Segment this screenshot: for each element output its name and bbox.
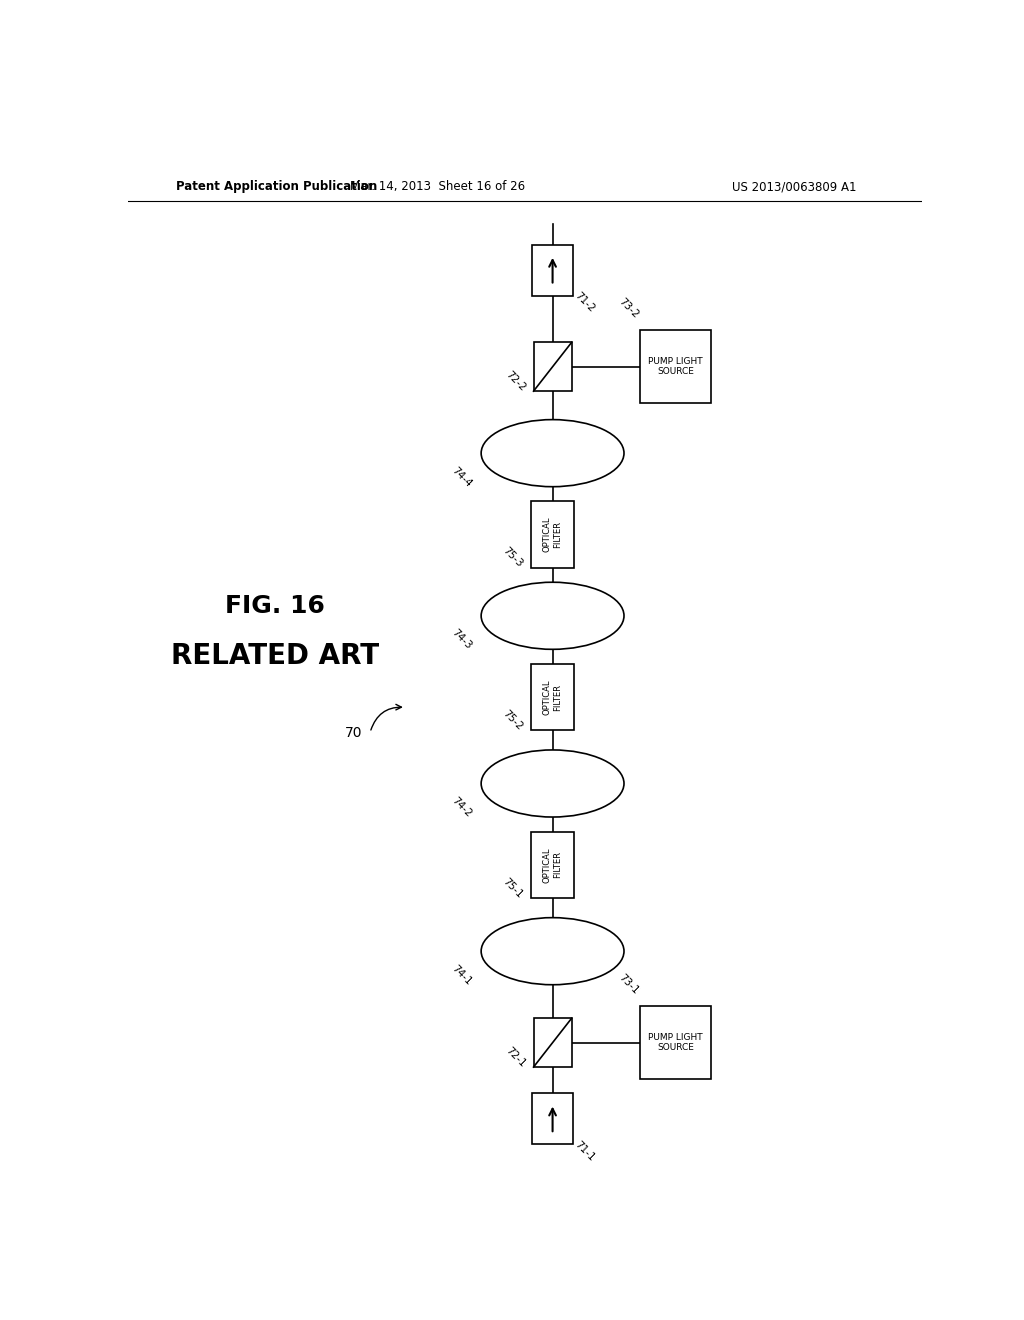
Text: 70: 70: [345, 726, 362, 739]
Text: Mar. 14, 2013  Sheet 16 of 26: Mar. 14, 2013 Sheet 16 of 26: [350, 181, 525, 193]
Text: PUMP LIGHT
SOURCE: PUMP LIGHT SOURCE: [648, 358, 702, 376]
Text: 71-1: 71-1: [572, 1139, 596, 1163]
Bar: [531, 244, 573, 296]
Text: 74-1: 74-1: [450, 964, 473, 987]
Text: 73-2: 73-2: [616, 296, 641, 319]
Text: OPTICAL
FILTER: OPTICAL FILTER: [543, 680, 562, 715]
Text: PUMP LIGHT
SOURCE: PUMP LIGHT SOURCE: [648, 1034, 702, 1052]
Text: 75-3: 75-3: [501, 545, 524, 569]
Ellipse shape: [481, 917, 624, 985]
Bar: [530, 832, 574, 898]
Ellipse shape: [481, 582, 624, 649]
Ellipse shape: [481, 750, 624, 817]
Text: 75-2: 75-2: [501, 709, 524, 733]
Text: FIG. 16: FIG. 16: [225, 594, 325, 618]
Text: 71-2: 71-2: [572, 290, 596, 314]
Text: Patent Application Publication: Patent Application Publication: [176, 181, 377, 193]
Bar: [640, 1006, 712, 1080]
Text: 75-1: 75-1: [501, 876, 524, 900]
Text: 74-2: 74-2: [450, 795, 473, 818]
Bar: [530, 502, 574, 568]
Text: 74-3: 74-3: [450, 627, 473, 651]
Text: 74-4: 74-4: [450, 465, 473, 488]
Text: 73-1: 73-1: [616, 972, 641, 995]
Text: OPTICAL
FILTER: OPTICAL FILTER: [543, 516, 562, 552]
Bar: [530, 664, 574, 730]
Bar: [534, 1018, 571, 1067]
Ellipse shape: [481, 420, 624, 487]
Bar: [534, 342, 571, 391]
Bar: [640, 330, 712, 404]
Text: US 2013/0063809 A1: US 2013/0063809 A1: [732, 181, 857, 193]
Bar: [531, 1093, 573, 1144]
Text: OPTICAL
FILTER: OPTICAL FILTER: [543, 847, 562, 883]
Text: 72-1: 72-1: [504, 1045, 527, 1069]
Text: 72-2: 72-2: [504, 370, 527, 393]
Text: RELATED ART: RELATED ART: [171, 643, 379, 671]
